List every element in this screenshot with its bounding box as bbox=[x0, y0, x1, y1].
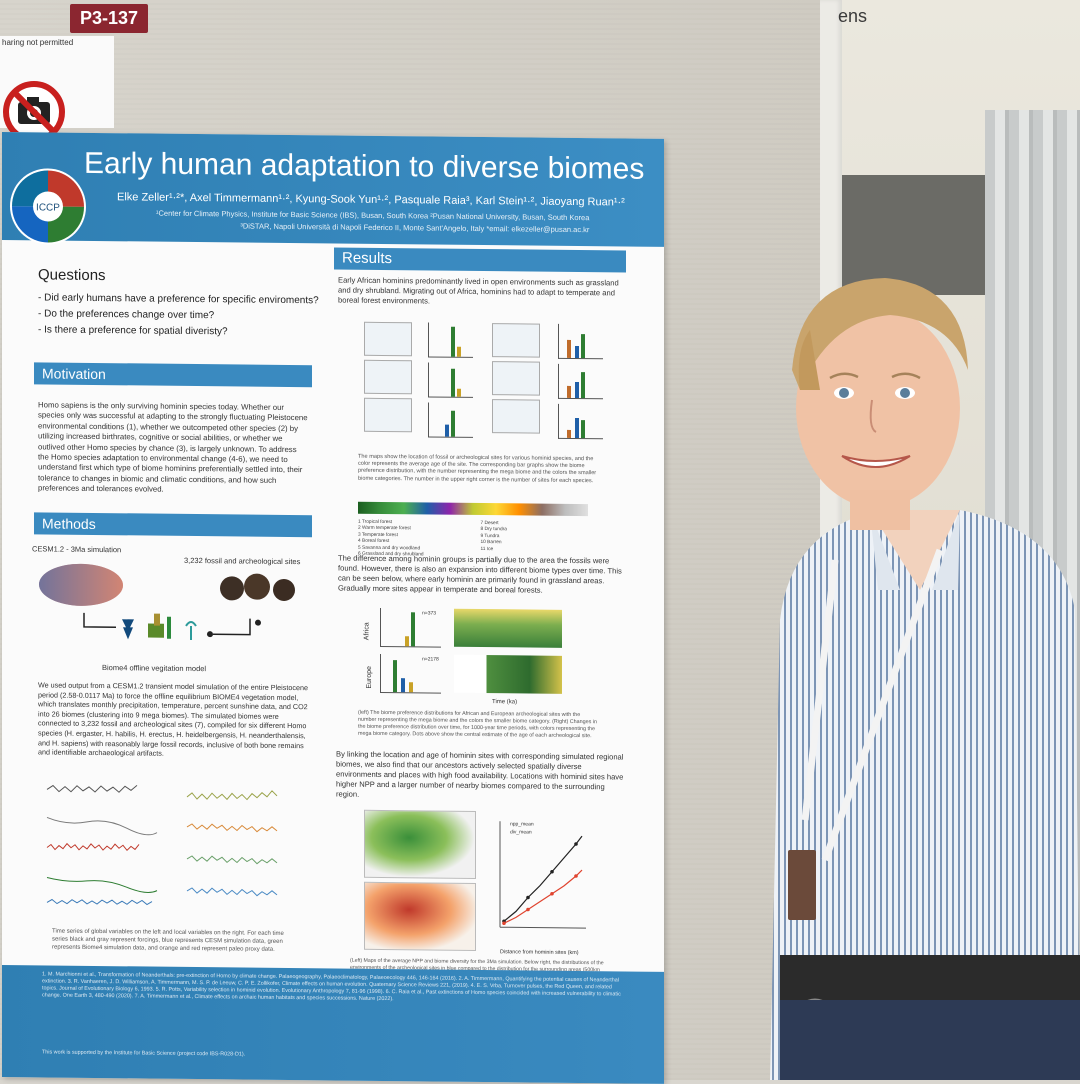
time-axis-label: Time (ka) bbox=[492, 699, 518, 706]
biome-legend-bar bbox=[358, 501, 588, 517]
time-series-figure bbox=[46, 784, 278, 906]
legend-item: 11 Ice bbox=[480, 546, 494, 552]
npp-map bbox=[364, 809, 476, 879]
methods-header: Methods bbox=[34, 512, 312, 538]
maps-caption: The maps show the location of fossil or … bbox=[358, 453, 597, 484]
time-biome-chart bbox=[454, 654, 562, 694]
biome-bar-chart bbox=[558, 403, 603, 440]
methods-text: We used output from a CESM1.2 transient … bbox=[38, 680, 308, 758]
simulation-label: CESM1.2 - 3Ma simulation bbox=[32, 544, 122, 555]
logo-text: ICCP bbox=[36, 202, 60, 213]
diversity-map bbox=[364, 881, 476, 951]
question-item: - Did early humans have a preference for… bbox=[38, 292, 319, 307]
methods-diagram bbox=[39, 563, 295, 640]
species-map bbox=[492, 361, 540, 396]
distance-axis-label: Distance from hominin sites (km) bbox=[500, 949, 579, 957]
biome-bar-chart bbox=[428, 322, 473, 358]
references: 1. M. Marchionni et al., Transformation … bbox=[42, 971, 621, 1003]
poster-authors: Elke Zeller¹·²*, Axel Timmermann¹·², Kyu… bbox=[117, 191, 625, 209]
line-legend: div_mean bbox=[510, 829, 532, 836]
ks-statistic-chart bbox=[499, 821, 586, 929]
region-caption: (left) The biome preference distribution… bbox=[358, 709, 598, 740]
biome-bar-chart bbox=[558, 363, 603, 400]
results-paragraph-2: The difference among hominin groups is p… bbox=[338, 553, 622, 595]
results-header: Results bbox=[334, 247, 626, 273]
species-map bbox=[492, 323, 540, 358]
model-label: Biome4 offline vegitation model bbox=[102, 663, 207, 674]
methods-caption: Time series of global variables on the l… bbox=[52, 928, 284, 953]
board-tag: P3-137 bbox=[70, 4, 149, 33]
biome-bar-chart bbox=[558, 323, 603, 360]
species-map bbox=[364, 359, 412, 395]
line-legend: npp_mean bbox=[510, 821, 534, 828]
region-label: Africa bbox=[363, 622, 371, 641]
species-map bbox=[364, 397, 412, 433]
biome-bar-chart bbox=[428, 362, 473, 398]
motivation-header: Motivation bbox=[34, 362, 312, 388]
species-map bbox=[364, 321, 412, 357]
biome-bar-chart bbox=[428, 402, 473, 438]
results-intro: Early African hominins predominantly liv… bbox=[338, 275, 619, 306]
acknowledgement: This work is supported by the Institute … bbox=[42, 1049, 246, 1058]
poster-title: Early human adaptation to diverse biomes bbox=[84, 146, 645, 186]
no-photo-sign: haring not permitted bbox=[0, 36, 114, 143]
room-sign: ens bbox=[838, 6, 868, 26]
presenter-photo bbox=[770, 278, 1080, 1080]
motivation-text: Homo sapiens is the only surviving homin… bbox=[38, 400, 308, 494]
question-item: - Do the preferences change over time? bbox=[38, 308, 215, 322]
question-item: - Is there a preference for spatial dive… bbox=[38, 324, 228, 338]
sign-text: haring not permitted bbox=[2, 38, 74, 47]
count-label: n=373 bbox=[422, 610, 437, 617]
results-paragraph-3: By linking the location and age of homin… bbox=[336, 749, 624, 799]
region-label: Europe bbox=[365, 666, 373, 689]
poster: Early human adaptation to diverse biomes… bbox=[2, 132, 664, 1084]
time-biome-chart bbox=[454, 608, 562, 648]
questions-title: Questions bbox=[38, 266, 106, 285]
background-doorway bbox=[840, 175, 990, 295]
poster-header: Early human adaptation to diverse biomes… bbox=[2, 132, 664, 247]
poster-affiliations: ¹Center for Climate Physics, Institute f… bbox=[156, 208, 589, 237]
poster-footer: 1. M. Marchionni et al., Transformation … bbox=[2, 965, 664, 1084]
species-map bbox=[492, 399, 540, 434]
count-label: n=2178 bbox=[422, 656, 439, 663]
iccp-logo: ICCP bbox=[10, 168, 86, 245]
